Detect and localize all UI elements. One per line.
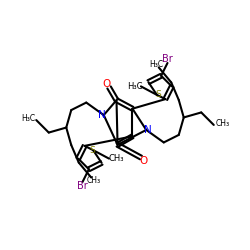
- Text: S: S: [89, 146, 95, 154]
- Text: Br: Br: [77, 181, 88, 191]
- Text: S: S: [155, 90, 161, 99]
- Text: N: N: [144, 125, 152, 135]
- Text: H₃C: H₃C: [149, 60, 163, 70]
- Text: N: N: [98, 110, 106, 120]
- Text: CH₃: CH₃: [109, 154, 124, 163]
- Text: CH₃: CH₃: [216, 119, 230, 128]
- Text: O: O: [140, 156, 148, 166]
- Text: H₃C: H₃C: [22, 114, 36, 123]
- Text: CH₃: CH₃: [87, 176, 101, 184]
- Text: H₃C: H₃C: [127, 82, 142, 91]
- Text: Br: Br: [162, 54, 173, 64]
- Text: O: O: [102, 80, 110, 90]
